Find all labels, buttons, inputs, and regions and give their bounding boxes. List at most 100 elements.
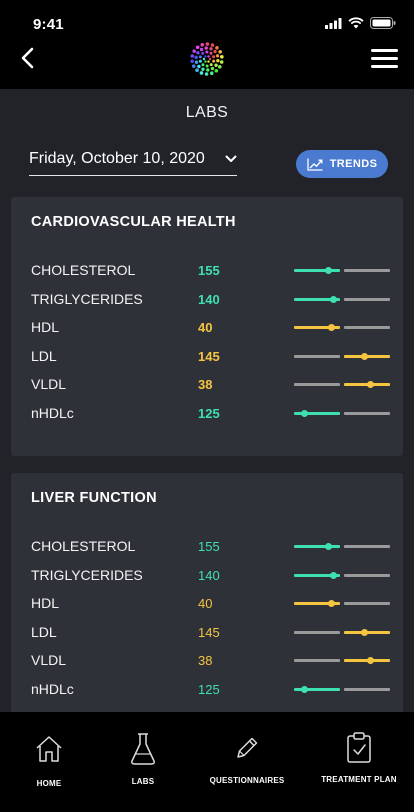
- tab-questionnaires[interactable]: QUESTIONNAIRES: [207, 712, 287, 812]
- range-segment: [344, 687, 390, 691]
- range-segment: [294, 659, 340, 663]
- section-title: LIVER FUNCTION: [31, 490, 157, 506]
- trend-chart-icon: [307, 158, 323, 171]
- range-marker: [328, 324, 336, 332]
- lab-name: CHOLESTEROL: [31, 262, 136, 278]
- signal-icon: [325, 17, 342, 29]
- range-segment: [344, 573, 390, 577]
- lab-value: 155: [198, 539, 220, 554]
- range-segment: [294, 411, 340, 415]
- lab-name: nHDLc: [31, 404, 74, 421]
- lab-name: LDL: [31, 623, 57, 640]
- lab-name: HDL: [31, 319, 60, 336]
- lab-row: nHDLc 125: [11, 404, 403, 433]
- chevron-down-icon: [225, 155, 237, 162]
- lab-rows: CHOLESTEROL 155 TRIGLYCERIDES 140 HDL 40 LDL 14…: [11, 537, 403, 709]
- lab-name: LDL: [31, 347, 57, 364]
- range-marker: [367, 657, 375, 665]
- lab-name: VLDL: [31, 652, 67, 669]
- lab-row: VLDL 38: [11, 375, 403, 404]
- tab-label: HOME: [36, 779, 62, 788]
- battery-icon: [370, 17, 396, 29]
- range-segment: [344, 411, 390, 415]
- lab-row: VLDL 38: [11, 651, 403, 680]
- range-indicator: [294, 295, 390, 303]
- range-marker: [367, 381, 375, 389]
- lab-value: 140: [198, 567, 220, 583]
- range-marker: [361, 628, 369, 636]
- range-marker: [329, 571, 337, 579]
- date-selector-value: Friday, October 10, 2020: [29, 150, 205, 167]
- top-bar: 9:41: [0, 0, 414, 89]
- section-title: CARDIOVASCULAR HEALTH: [31, 214, 236, 230]
- tab-labs[interactable]: LABS: [108, 712, 178, 812]
- range-indicator: [294, 685, 390, 693]
- range-marker: [325, 267, 332, 274]
- section-card-liver: LIVER FUNCTION CHOLESTEROL 155 TRIGLYCERID…: [11, 473, 403, 733]
- range-segment: [294, 545, 340, 548]
- range-marker: [328, 600, 336, 608]
- lab-row: LDL 145: [11, 623, 403, 652]
- pencil-icon: [237, 737, 258, 758]
- range-segment: [294, 326, 340, 330]
- range-indicator: [294, 352, 390, 360]
- tab-home[interactable]: HOME: [14, 712, 84, 812]
- range-indicator: [294, 600, 390, 608]
- range-segment: [294, 630, 340, 634]
- range-indicator: [294, 381, 390, 389]
- lab-value: 40: [198, 320, 213, 336]
- range-segment: [344, 297, 390, 301]
- range-segment: [344, 545, 390, 548]
- range-segment: [294, 687, 340, 691]
- lab-name: HDL: [31, 595, 60, 612]
- lab-name: CHOLESTEROL: [31, 538, 136, 554]
- lab-value: 145: [198, 348, 220, 364]
- lab-value: 125: [198, 405, 220, 421]
- lab-row: TRIGLYCERIDES 140: [11, 566, 403, 595]
- page-title: LABS: [185, 104, 229, 121]
- status-time: 9:41: [33, 16, 64, 33]
- date-selector[interactable]: Friday, October 10, 2020: [29, 147, 237, 176]
- range-indicator: [294, 324, 390, 332]
- lab-value: 145: [198, 624, 220, 640]
- hamburger-menu-icon[interactable]: [371, 48, 398, 69]
- range-indicator: [294, 409, 390, 417]
- range-segment: [294, 269, 340, 272]
- lab-value: 125: [198, 681, 220, 697]
- app-logo-icon: [190, 42, 224, 76]
- lab-value: 38: [198, 377, 213, 393]
- flask-icon: [131, 733, 155, 765]
- lab-name: TRIGLYCERIDES: [31, 290, 143, 307]
- range-marker: [325, 543, 332, 550]
- bottom-tab-bar: HOME LABS QUESTIONNAIRES TREATMENT PLAN: [0, 712, 414, 812]
- tab-label: QUESTIONNAIRES: [209, 776, 285, 785]
- status-icons: [325, 17, 396, 29]
- tab-treatment-plan[interactable]: TREATMENT PLAN: [314, 712, 404, 812]
- range-indicator: [294, 543, 390, 550]
- range-segment: [344, 326, 390, 330]
- lab-value: 40: [198, 596, 213, 612]
- trends-button-label: TRENDS: [329, 158, 378, 170]
- range-indicator: [294, 628, 390, 636]
- range-marker: [361, 352, 369, 360]
- lab-name: TRIGLYCERIDES: [31, 566, 143, 583]
- lab-name: nHDLc: [31, 680, 74, 697]
- range-segment: [294, 383, 340, 387]
- range-indicator: [294, 657, 390, 665]
- range-segment: [344, 659, 390, 663]
- range-segment: [294, 602, 340, 606]
- lab-value: 38: [198, 653, 213, 669]
- lab-row: LDL 145: [11, 347, 403, 376]
- range-segment: [294, 354, 340, 358]
- lab-row: CHOLESTEROL 155: [11, 261, 403, 290]
- trends-button[interactable]: TRENDS: [296, 150, 388, 178]
- lab-row: TRIGLYCERIDES 140: [11, 290, 403, 319]
- lab-row: CHOLESTEROL 155: [11, 537, 403, 566]
- back-chevron-icon[interactable]: [18, 46, 38, 70]
- range-segment: [344, 269, 390, 272]
- lab-value: 155: [198, 263, 220, 278]
- tab-label: LABS: [131, 777, 155, 786]
- range-marker: [300, 685, 308, 693]
- tab-label: TREATMENT PLAN: [321, 775, 397, 784]
- range-segment: [294, 297, 340, 301]
